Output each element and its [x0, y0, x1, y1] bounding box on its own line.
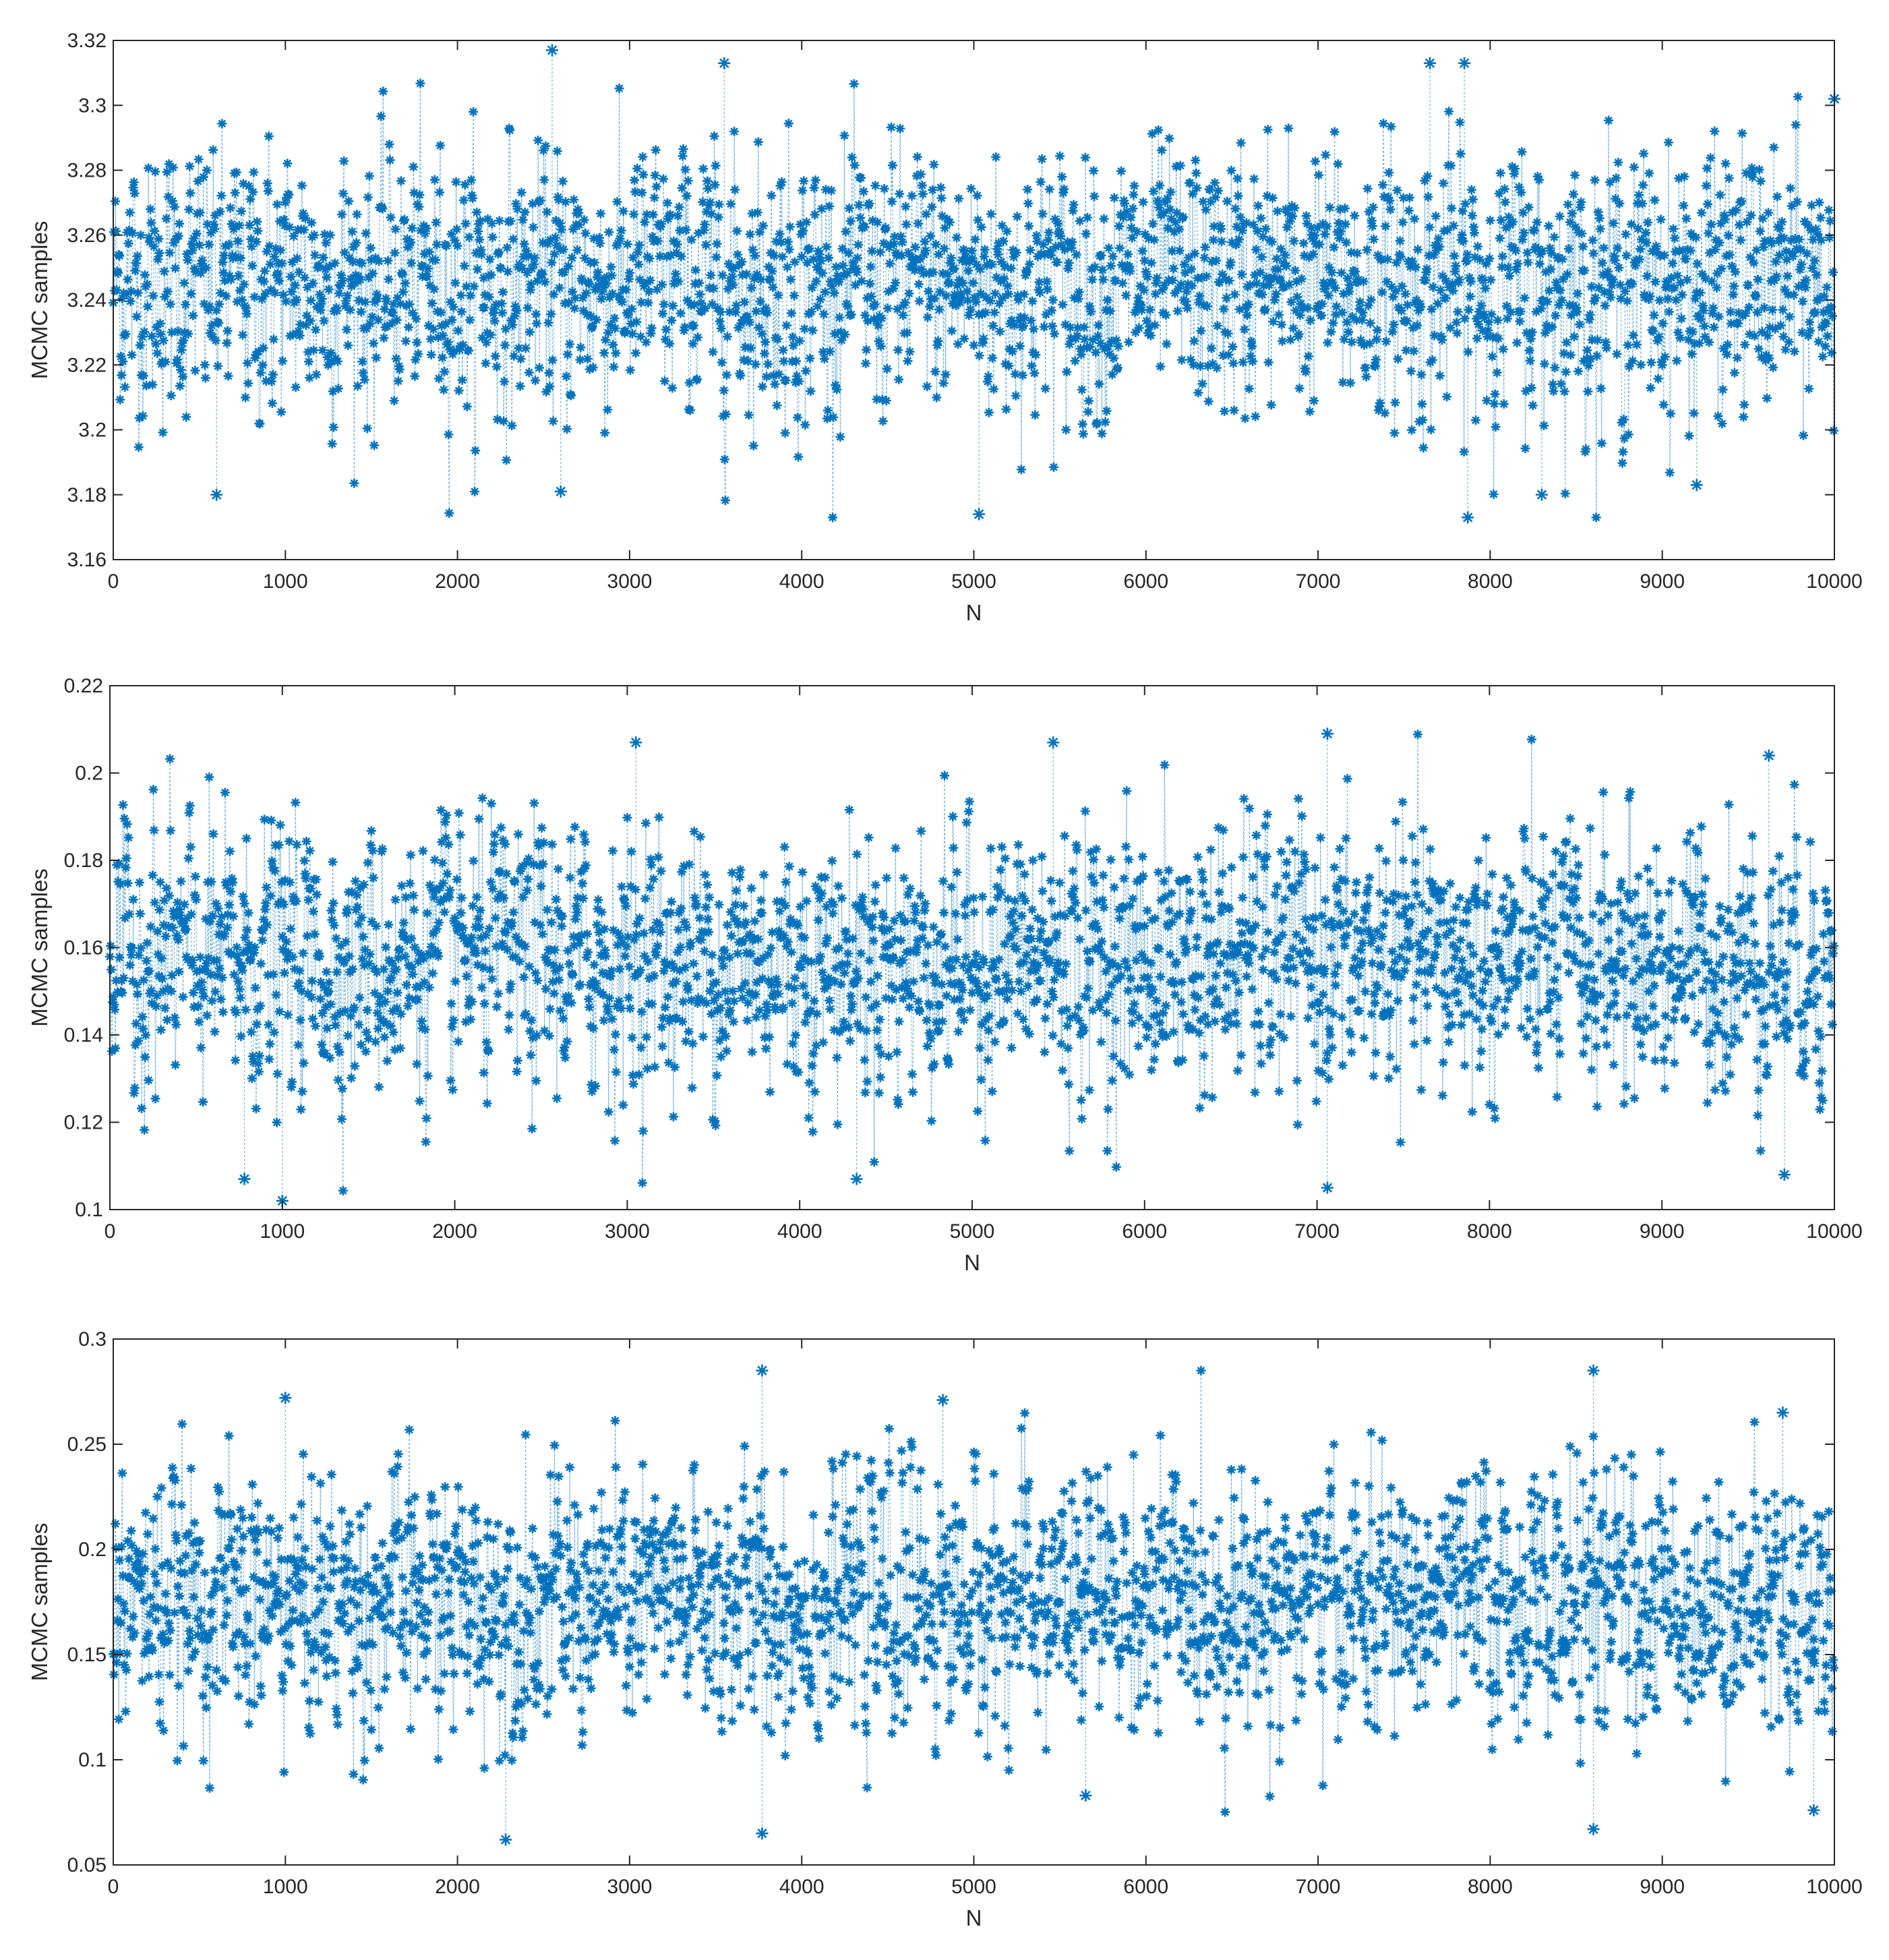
- trace-plot-2: 0 1000 2000 3000 4000 5000 6000 7000 8000 9000 100…: [27, 675, 1863, 1275]
- y-tick-label: 0.25: [67, 1433, 107, 1456]
- sample-markers: [109, 1365, 1838, 1817]
- outlier-point: [546, 44, 559, 57]
- x-tick-label: 4000: [779, 1876, 824, 1898]
- x-tick-label: 7000: [1296, 1876, 1341, 1898]
- sample-trace-line: [113, 1370, 1834, 1812]
- outlier-point: [850, 1172, 863, 1185]
- x-tick-label: 10000: [1806, 570, 1862, 593]
- x-tick-label: 1000: [260, 1220, 305, 1243]
- y-tick-label: 3.3: [78, 94, 107, 117]
- x-tick-label: 1000: [263, 570, 308, 593]
- x-tick-label: 4000: [777, 1220, 822, 1243]
- y-tick-label: 0.16: [64, 937, 103, 959]
- y-axis-label: MCMC samples: [27, 868, 52, 1027]
- x-tick-label: 3000: [607, 1876, 653, 1898]
- x-tick-label: 2000: [432, 1220, 477, 1243]
- x-tick-label: 6000: [1123, 570, 1168, 593]
- outlier-point: [1690, 479, 1703, 492]
- x-tick-label: 10000: [1806, 1876, 1862, 1898]
- y-tick-label: 0.12: [64, 1112, 103, 1134]
- x-tick-label: 5000: [950, 1220, 995, 1243]
- trace-plot-3: 0 1000 2000 3000 4000 5000 6000 7000 8000 9000 100…: [27, 1328, 1863, 1930]
- outlier-point: [238, 1172, 251, 1185]
- y-tick-label: 0.14: [64, 1024, 103, 1046]
- x-tick-label: 1000: [263, 1876, 308, 1898]
- outlier-point: [1321, 727, 1333, 740]
- x-tick-label: 4000: [779, 570, 824, 593]
- outlier-point: [210, 488, 223, 501]
- x-tick-label: 2000: [435, 570, 480, 593]
- outlier-point: [1807, 1804, 1820, 1816]
- x-tick-label: 8000: [1468, 570, 1513, 593]
- y-tick-label: 0.18: [64, 850, 103, 872]
- outlier-point: [279, 1392, 292, 1404]
- y-tick-label: 0.22: [64, 675, 103, 697]
- y-tick-label: 3.26: [67, 225, 107, 247]
- y-tick-label: 3.2: [78, 419, 107, 442]
- x-tick-label: 9000: [1640, 570, 1685, 593]
- x-tick-label: 9000: [1640, 1220, 1685, 1243]
- x-axis-label: N: [964, 1250, 980, 1275]
- y-tick-label: 3.18: [67, 484, 107, 506]
- x-tick-label: 5000: [951, 570, 996, 593]
- y-tick-label: 0.05: [67, 1854, 107, 1876]
- x-tick-label: 2000: [435, 1876, 480, 1898]
- trace-plot-1: 0 1000 2000 3000 4000 5000 6000 7000 8000 9000 100…: [27, 30, 1863, 625]
- x-tick-label: 8000: [1468, 1876, 1513, 1898]
- outlier-point: [1458, 57, 1471, 69]
- outlier-point: [973, 508, 986, 521]
- outlier-point: [1762, 749, 1775, 762]
- x-tick-label: 6000: [1122, 1220, 1167, 1243]
- y-tick-label: 0.3: [78, 1328, 107, 1350]
- y-tick-label: 0.2: [75, 763, 103, 785]
- y-axis-label: MCMC samples: [27, 221, 52, 380]
- x-tick-label: 10000: [1806, 1220, 1862, 1243]
- y-tick-label: 0.1: [75, 1199, 103, 1221]
- sample-markers: [105, 730, 1838, 1196]
- axes-box: [109, 685, 1835, 1210]
- outlier-point: [500, 1833, 512, 1846]
- sample-trace-line: [113, 83, 1834, 518]
- x-tick-label: 7000: [1296, 570, 1341, 593]
- x-tick-label: 3000: [607, 570, 653, 593]
- x-tick-label: 7000: [1294, 1220, 1340, 1243]
- y-tick-label: 0.1: [78, 1749, 107, 1771]
- x-axis-label: N: [966, 1905, 982, 1930]
- sample-markers: [109, 78, 1838, 523]
- outlier-point: [718, 57, 731, 69]
- y-tick-label: 3.32: [67, 30, 107, 52]
- outlier-point: [1535, 488, 1548, 501]
- outlier-point: [1587, 1364, 1600, 1377]
- outlier-point: [756, 1827, 769, 1840]
- y-tick-label: 3.16: [67, 549, 107, 571]
- y-axis-label: MCMC samples: [27, 1523, 52, 1682]
- outlier-point: [936, 1394, 949, 1406]
- outlier-point: [1778, 1168, 1791, 1181]
- x-tick-label: 0: [104, 1220, 116, 1243]
- x-tick-label: 0: [108, 570, 119, 593]
- outlier-point: [1776, 1406, 1789, 1419]
- x-axis-label: N: [966, 600, 982, 625]
- outlier-point: [554, 485, 567, 498]
- y-tick-label: 3.28: [67, 160, 107, 182]
- x-tick-label: 6000: [1123, 1876, 1168, 1898]
- x-tick-label: 3000: [605, 1220, 650, 1243]
- outlier-point: [1424, 57, 1437, 69]
- y-tick-label: 0.2: [78, 1539, 107, 1561]
- outlier-point: [1321, 1181, 1333, 1194]
- outlier-point: [630, 736, 642, 749]
- outlier-point: [1047, 736, 1060, 749]
- outlier-point: [756, 1364, 769, 1377]
- outlier-point: [1462, 511, 1474, 524]
- outlier-point: [1079, 1789, 1092, 1802]
- y-tick-label: 3.24: [67, 289, 107, 311]
- x-tick-label: 9000: [1640, 1876, 1685, 1898]
- x-tick-label: 0: [108, 1876, 119, 1898]
- x-tick-label: 5000: [951, 1876, 996, 1898]
- outlier-point: [1587, 1822, 1600, 1835]
- x-tick-label: 8000: [1467, 1220, 1512, 1243]
- y-tick-label: 3.22: [67, 354, 107, 376]
- y-tick-label: 0.15: [67, 1644, 107, 1666]
